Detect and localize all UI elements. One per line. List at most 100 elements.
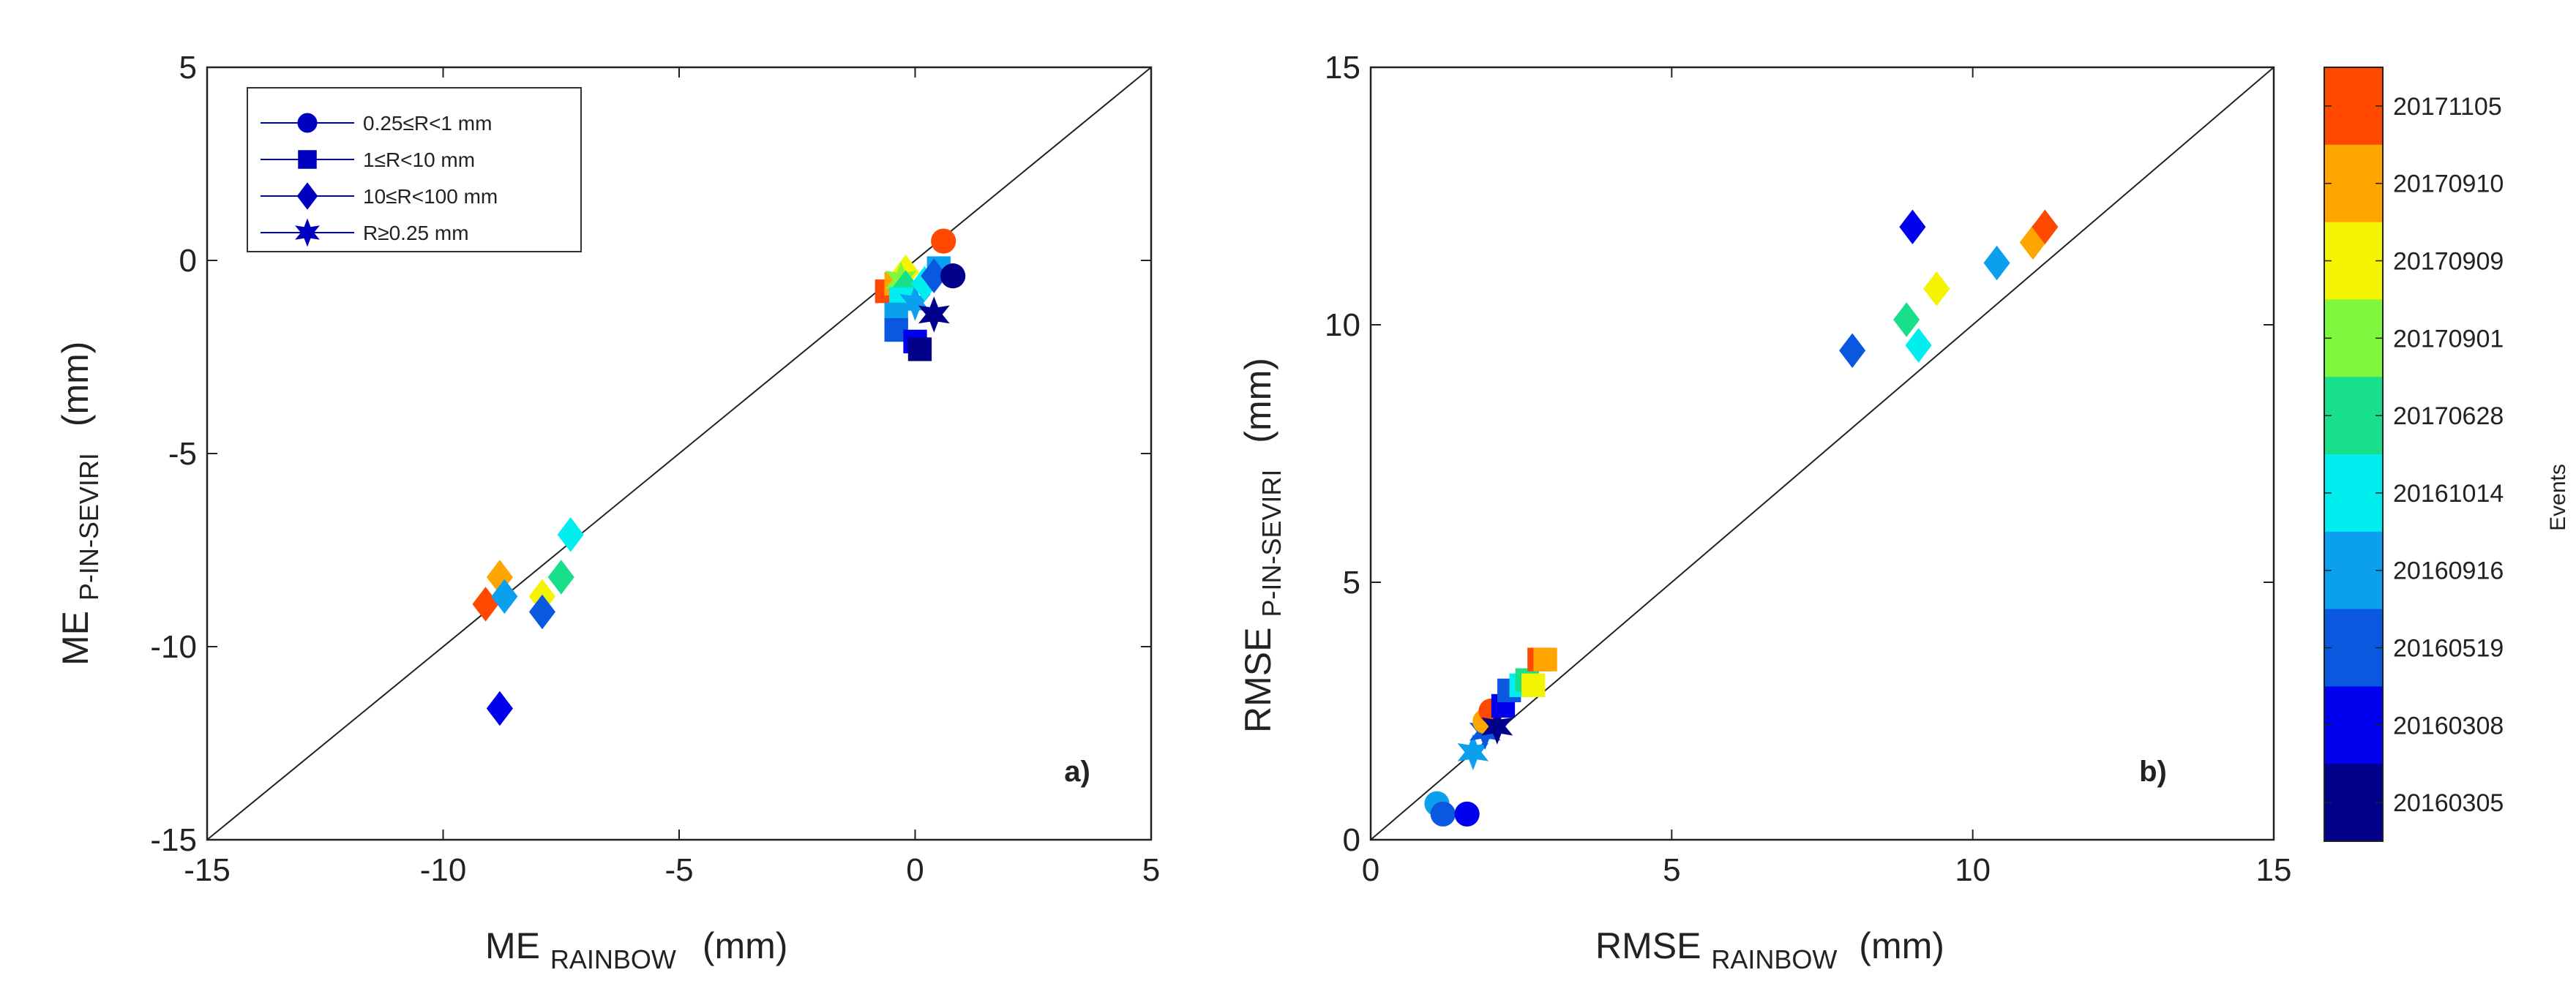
colorbar-cell xyxy=(2324,686,2383,764)
x-label-sub: RAINBOW xyxy=(550,944,676,974)
panel-a-point-circle xyxy=(940,263,966,289)
colorbar-cells xyxy=(2324,67,2383,842)
panel-b-points xyxy=(1424,209,2059,827)
x-tick-label: 0 xyxy=(906,852,924,888)
legend-marker-star xyxy=(295,218,320,247)
colorbar: 20171105 20170910 20170909 20170901 20170628… xyxy=(2324,67,2570,842)
colorbar-cell xyxy=(2324,531,2383,610)
panel-a-point-star xyxy=(899,285,931,321)
x-label-unit: (mm) xyxy=(1859,925,1944,966)
panel-b-point-circle xyxy=(1430,801,1456,827)
colorbar-tick-label: 20160305 xyxy=(2393,789,2504,817)
y-tick-label: -5 xyxy=(168,436,197,472)
x-tick-label: 5 xyxy=(1142,852,1160,888)
panel-b-y-axis-label: RMSE P-IN-SEVIRI (mm) xyxy=(1238,358,1289,733)
panel-b-point-diamond xyxy=(1893,302,1920,337)
panel-a-points xyxy=(472,228,966,726)
panel-a-label: a) xyxy=(1064,756,1090,788)
legend-marker-circle xyxy=(297,113,318,133)
colorbar-tick-label: 20170628 xyxy=(2393,402,2504,430)
colorbar-cell xyxy=(2324,299,2383,377)
panel-b-point-diamond xyxy=(1905,328,1932,363)
panel-a-one-to-one-line xyxy=(206,67,1152,840)
panel-b-point-square xyxy=(1533,647,1557,672)
legend-label: R≥0.25 mm xyxy=(363,222,469,244)
y-label-sub: P-IN-SEVIRI xyxy=(74,453,104,601)
colorbar-tick-label: 20171105 xyxy=(2393,93,2502,121)
colorbar-tick-label: 20170909 xyxy=(2393,248,2504,276)
colorbar-tick-label: 20170901 xyxy=(2393,325,2504,353)
x-tick-label: -10 xyxy=(420,852,467,888)
panel-a-y-axis-label: ME P-IN-SEVIRI (mm) xyxy=(55,342,106,666)
panel-b-point-diamond xyxy=(2019,225,2046,260)
colorbar-cell xyxy=(2324,222,2383,300)
panel-b-one-to-one-line xyxy=(1370,67,2274,840)
panel-a-ticks: -15 -10 -5 0 5 -15 -10 -5 0 5 xyxy=(150,50,1160,888)
colorbar-cell xyxy=(2324,144,2383,223)
y-tick-label: 15 xyxy=(1325,50,1360,86)
panel-b-point-diamond xyxy=(1899,209,1926,244)
panel-b-label: b) xyxy=(2139,756,2167,788)
colorbar-tick-label: 20161014 xyxy=(2393,480,2504,508)
legend-label: 0.25≤R<1 mm xyxy=(363,112,492,135)
panel-b-x-axis-label: RMSE RAINBOW (mm) xyxy=(1595,925,1944,977)
y-tick-label: -10 xyxy=(150,629,197,665)
panel-a-point-star xyxy=(918,296,950,333)
colorbar-tick-label: 20170910 xyxy=(2393,170,2504,198)
x-label-main: RMSE xyxy=(1595,925,1701,966)
panel-a-point-diamond xyxy=(921,258,948,293)
colorbar-title: Events xyxy=(2546,464,2570,531)
colorbar-cell xyxy=(2324,454,2383,533)
panel-a-legend: 0.25≤R<1 mm 1≤R<10 mm 10≤R<100 mm R≥0.25 mm xyxy=(247,87,582,252)
colorbar-tick-label: 20160308 xyxy=(2393,712,2504,740)
colorbar-cell xyxy=(2324,609,2383,687)
colorbar-frame xyxy=(2324,67,2384,842)
colorbar-tick-label: 20160519 xyxy=(2393,635,2504,663)
panel-a-point-diamond xyxy=(528,594,555,630)
y-label-sub: P-IN-SEVIRI xyxy=(1257,470,1287,617)
x-label-unit: (mm) xyxy=(703,925,788,966)
y-label-unit: (mm) xyxy=(55,342,96,427)
panel-b-plot: 0 5 10 15 0 5 10 15 b) RMSE RAINBOW (mm) RMSE P… xyxy=(1238,50,2291,977)
panel-a-x-axis-label: ME RAINBOW (mm) xyxy=(485,925,787,977)
colorbar-cell xyxy=(2324,377,2383,455)
panel-b-point-star xyxy=(1457,734,1489,770)
legend-marker-square xyxy=(298,150,317,169)
y-tick-label: -15 xyxy=(150,822,197,858)
y-label-main: ME xyxy=(55,611,96,666)
x-label-main: ME xyxy=(485,925,540,966)
panel-a-point-diamond xyxy=(491,579,518,614)
x-label-sub: RAINBOW xyxy=(1711,944,1837,974)
panel-b-point-diamond xyxy=(2032,209,2059,244)
panel-b-point-diamond xyxy=(1923,271,1950,306)
legend-label: 10≤R<100 mm xyxy=(363,185,498,208)
panel-a-plot: -15 -10 -5 0 5 -15 -10 -5 0 5 0.25≤R<1 mm 1≤R<10 m… xyxy=(55,50,1160,977)
x-tick-label: 10 xyxy=(1955,852,1991,888)
y-label-unit: (mm) xyxy=(1238,358,1278,443)
x-tick-label: 5 xyxy=(1663,852,1680,888)
panel-a-point-circle xyxy=(931,228,956,254)
panel-b-point-circle xyxy=(1454,801,1480,827)
y-tick-label: 0 xyxy=(1343,822,1360,858)
x-tick-label: -5 xyxy=(664,852,693,888)
colorbar-cell xyxy=(2324,67,2383,146)
x-tick-label: 0 xyxy=(1362,852,1379,888)
panel-b-point-star xyxy=(1481,708,1513,745)
x-tick-label: -15 xyxy=(184,852,231,888)
legend-marker-diamond xyxy=(296,182,318,210)
y-tick-label: 5 xyxy=(1343,565,1360,601)
y-label-main: RMSE xyxy=(1238,628,1278,733)
y-tick-label: 10 xyxy=(1325,307,1360,343)
panel-b-point-square xyxy=(1521,673,1546,697)
colorbar-cell xyxy=(2324,764,2383,842)
panel-a-point-diamond xyxy=(557,517,584,552)
y-tick-label: 0 xyxy=(179,243,197,279)
panel-a-point-diamond xyxy=(486,691,513,726)
y-tick-label: 5 xyxy=(179,50,197,86)
panel-a-point-square xyxy=(907,337,932,361)
colorbar-tick-label: 20160916 xyxy=(2393,557,2504,585)
panel-a-point-diamond xyxy=(547,560,574,595)
legend-label: 1≤R<10 mm xyxy=(363,148,475,171)
colorbar-tick-labels: 20171105 20170910 20170909 20170901 20170628… xyxy=(2393,93,2504,817)
